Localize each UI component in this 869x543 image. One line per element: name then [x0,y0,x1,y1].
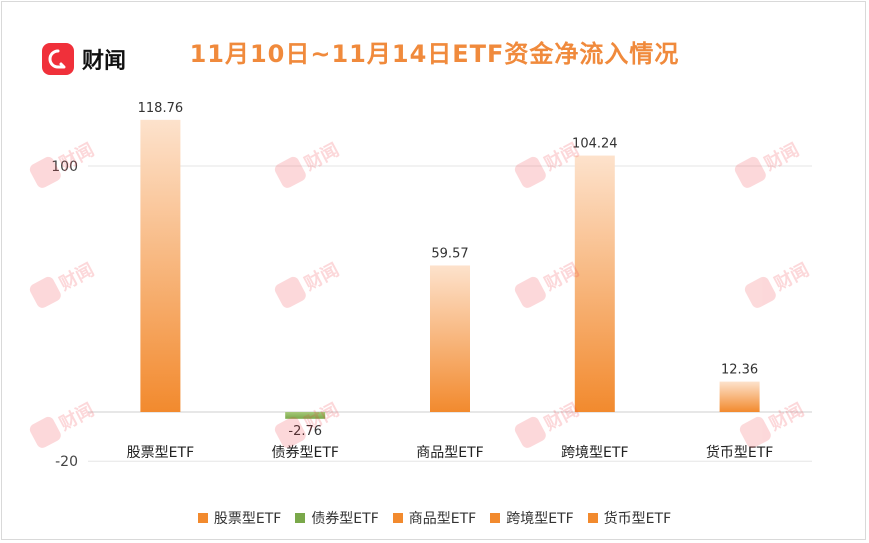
brand-name: 财闻 [82,49,127,74]
category-label: 货币型ETF [706,444,773,461]
legend-item: 债券型ETF [295,508,379,528]
legend-label: 股票型ETF [213,511,282,527]
category-label: 跨境型ETF [561,445,628,461]
brand-logo: 财闻 [42,43,126,75]
bar-3 [430,265,470,412]
chart-title: 11月10日~11月14日ETF资金净流入情况 [189,40,680,68]
legend-swatch [587,513,598,523]
legend-item: 货币型ETF [587,508,672,528]
bar-2 [285,412,326,419]
brand-logo-icon [42,43,74,75]
bar-5 [719,381,760,412]
y-tick-label: 100 [51,159,78,175]
legend-label: 跨境型ETF [506,511,574,527]
bar-4 [574,155,615,413]
category-label: 股票型ETF [127,445,194,461]
legend-label: 货币型ETF [603,511,672,527]
bar-1 [140,119,181,412]
chart-legend: 股票型ETF 债券型ETF 商品型ETF 跨境型ETF 货币型ETF [0,508,869,528]
legend-swatch [295,513,306,523]
legend-item: 商品型ETF [392,508,477,528]
data-label: -2.76 [288,424,322,439]
legend-label: 债券型ETF [311,511,379,527]
category-label: 债券型ETF [271,445,338,461]
data-label: 59.57 [431,246,468,261]
legend-swatch [490,513,501,523]
legend-label: 商品型ETF [408,511,477,527]
legend-item: 股票型ETF [197,508,282,528]
data-label: 104.24 [572,137,618,152]
category-label: 商品型ETF [416,445,483,461]
data-label: 118.76 [138,101,184,116]
legend-item: 跨境型ETF [490,508,574,528]
legend-swatch [392,513,403,523]
legend-swatch [197,513,208,523]
y-tick-label: -20 [55,454,78,470]
data-label: 12.36 [721,363,758,378]
